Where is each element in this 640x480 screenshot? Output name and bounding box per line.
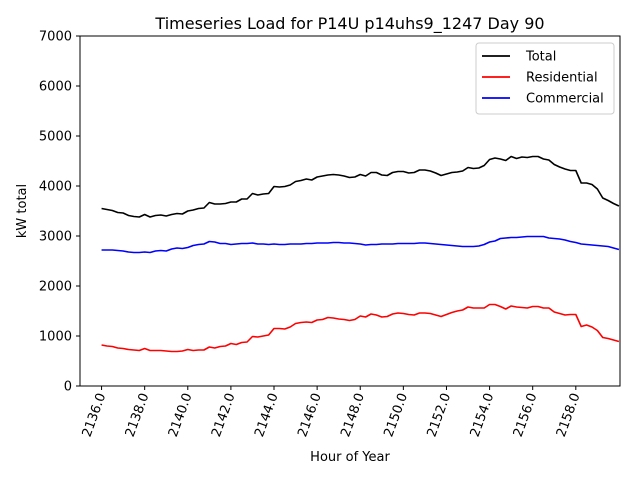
y-tick-label: 6000 xyxy=(39,80,72,95)
y-tick-label: 5000 xyxy=(39,130,72,145)
y-tick-label: 2000 xyxy=(39,280,72,295)
y-tick-label: 1000 xyxy=(39,330,72,345)
y-tick-label: 3000 xyxy=(39,230,72,245)
y-tick-label: 0 xyxy=(64,380,72,395)
y-tick-label: 7000 xyxy=(39,30,72,45)
series-line-residential xyxy=(101,303,620,353)
legend-frame xyxy=(475,42,615,115)
legend-label-residential: Residential xyxy=(526,71,598,86)
x-axis-title: Hour of Year xyxy=(310,450,390,465)
series-line-commercial xyxy=(101,235,620,254)
chart-title: Timeseries Load for P14U p14uhs9_1247 Da… xyxy=(154,14,544,34)
y-tick-label: 4000 xyxy=(39,180,72,195)
plot-area-frame xyxy=(79,35,621,387)
y-axis-title: kW total xyxy=(15,184,30,238)
series-line-total xyxy=(101,155,620,218)
legend-label-total: Total xyxy=(525,50,556,65)
series-layer xyxy=(101,155,620,353)
legend-label-commercial: Commercial xyxy=(526,92,604,107)
legend: Total Residential Commercial xyxy=(475,42,615,115)
